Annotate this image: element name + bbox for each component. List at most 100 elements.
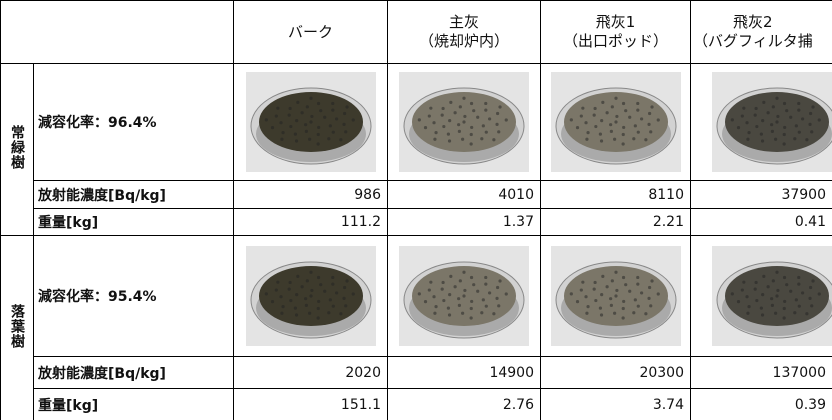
texture-dot: [613, 270, 618, 274]
texture-dot: [608, 297, 612, 301]
texture-dot: [592, 280, 597, 285]
texture-dot: [279, 311, 284, 315]
texture-dot: [782, 316, 786, 320]
texture-dot: [643, 312, 647, 316]
texture-dot: [612, 137, 616, 141]
texture-dot: [621, 299, 625, 304]
texture-dot: [270, 300, 274, 304]
texture-dot: [741, 106, 745, 110]
texture-dot: [797, 130, 801, 134]
texture-dot: [760, 313, 764, 317]
texture-dot: [746, 305, 751, 309]
texture-dot: [309, 114, 313, 119]
texture-dot: [470, 299, 474, 304]
texture-dot: [775, 114, 779, 119]
texture-dot: [753, 106, 758, 111]
texture-dot: [318, 283, 322, 287]
texture-dot: [583, 121, 588, 125]
texture-dot: [447, 313, 452, 317]
group-cell: 落葉樹: [0, 235, 34, 420]
texture-dot: [593, 298, 597, 303]
texture-dot: [635, 282, 639, 286]
texture-dot: [609, 129, 613, 133]
texture-dot: [782, 132, 786, 137]
sample-photo: [550, 246, 681, 346]
texture-dot: [462, 120, 466, 124]
texture-dot: [434, 305, 438, 309]
value-cell: 151.1: [233, 388, 388, 420]
texture-dot: [305, 105, 309, 109]
texture-dot: [810, 105, 815, 109]
texture-dot: [600, 100, 604, 104]
texture-dot: [293, 306, 297, 310]
texture-dot: [472, 109, 476, 113]
column-name: 飛灰2: [733, 13, 773, 31]
texture-dot: [766, 111, 770, 115]
group-label: 常緑樹: [9, 125, 25, 170]
texture-dot: [351, 292, 355, 296]
texture-dot: [639, 117, 643, 121]
header-cell: 飛灰1 （出口ポッド）: [540, 0, 691, 64]
texture-dot: [274, 114, 278, 118]
sample-photo: [711, 246, 832, 346]
texture-dot: [308, 270, 313, 274]
texture-dot: [318, 109, 322, 113]
texture-dot: [621, 142, 625, 146]
texture-dot: [575, 126, 579, 130]
texture-dot: [469, 275, 474, 280]
column-sub: （バグフィルタ捕: [693, 32, 813, 50]
texture-dot: [331, 304, 335, 308]
texture-dot: [736, 126, 740, 130]
texture-dot: [804, 138, 808, 142]
texture-dot: [287, 106, 292, 111]
texture-dot: [442, 124, 446, 129]
texture-dot: [730, 118, 734, 122]
texture-dot: [804, 312, 808, 316]
texture-dot: [304, 129, 308, 133]
texture-dot: [417, 118, 421, 122]
texture-dot: [449, 274, 453, 278]
texture-dot: [599, 313, 603, 317]
texture-dot: [330, 275, 334, 280]
texture-dot: [307, 311, 311, 315]
texture-dot: [462, 270, 466, 274]
texture-dot: [429, 106, 433, 110]
texture-dot: [797, 304, 801, 308]
texture-dot: [730, 292, 734, 296]
reduction-label: 減容化率：96.4%: [33, 63, 234, 181]
texture-dot: [351, 118, 355, 122]
texture-dot: [287, 113, 291, 117]
texture-dot: [605, 111, 609, 115]
texture-dot: [294, 119, 298, 123]
texture-dot: [788, 289, 792, 293]
texture-dot: [417, 292, 421, 296]
texture-dot: [769, 123, 773, 127]
texture-dot: [599, 293, 603, 297]
texture-dot: [580, 280, 584, 284]
sample-photo: [550, 72, 681, 172]
texture-dot: [469, 142, 473, 146]
texture-dot: [275, 280, 279, 284]
texture-dot: [621, 316, 625, 320]
texture-dot: [446, 306, 450, 310]
texture-dot: [274, 288, 278, 292]
texture-dot: [569, 292, 573, 296]
texture-dot: [782, 306, 786, 311]
texture-dot: [784, 283, 788, 287]
texture-dot: [288, 124, 292, 129]
texture-dot: [316, 142, 320, 146]
texture-dot: [599, 139, 603, 143]
texture-dot: [330, 101, 334, 106]
value-cell: 1.37: [387, 208, 541, 236]
texture-dot: [592, 113, 596, 117]
texture-dot: [504, 118, 508, 122]
texture-dot: [585, 305, 590, 309]
texture-dot: [469, 306, 473, 311]
texture-dot: [481, 124, 485, 128]
texture-dot: [753, 280, 758, 285]
texture-dot: [294, 313, 298, 317]
texture-dot: [488, 117, 492, 121]
texture-dot: [334, 117, 338, 121]
texture-dot: [492, 312, 496, 316]
texture-dot: [810, 279, 815, 283]
